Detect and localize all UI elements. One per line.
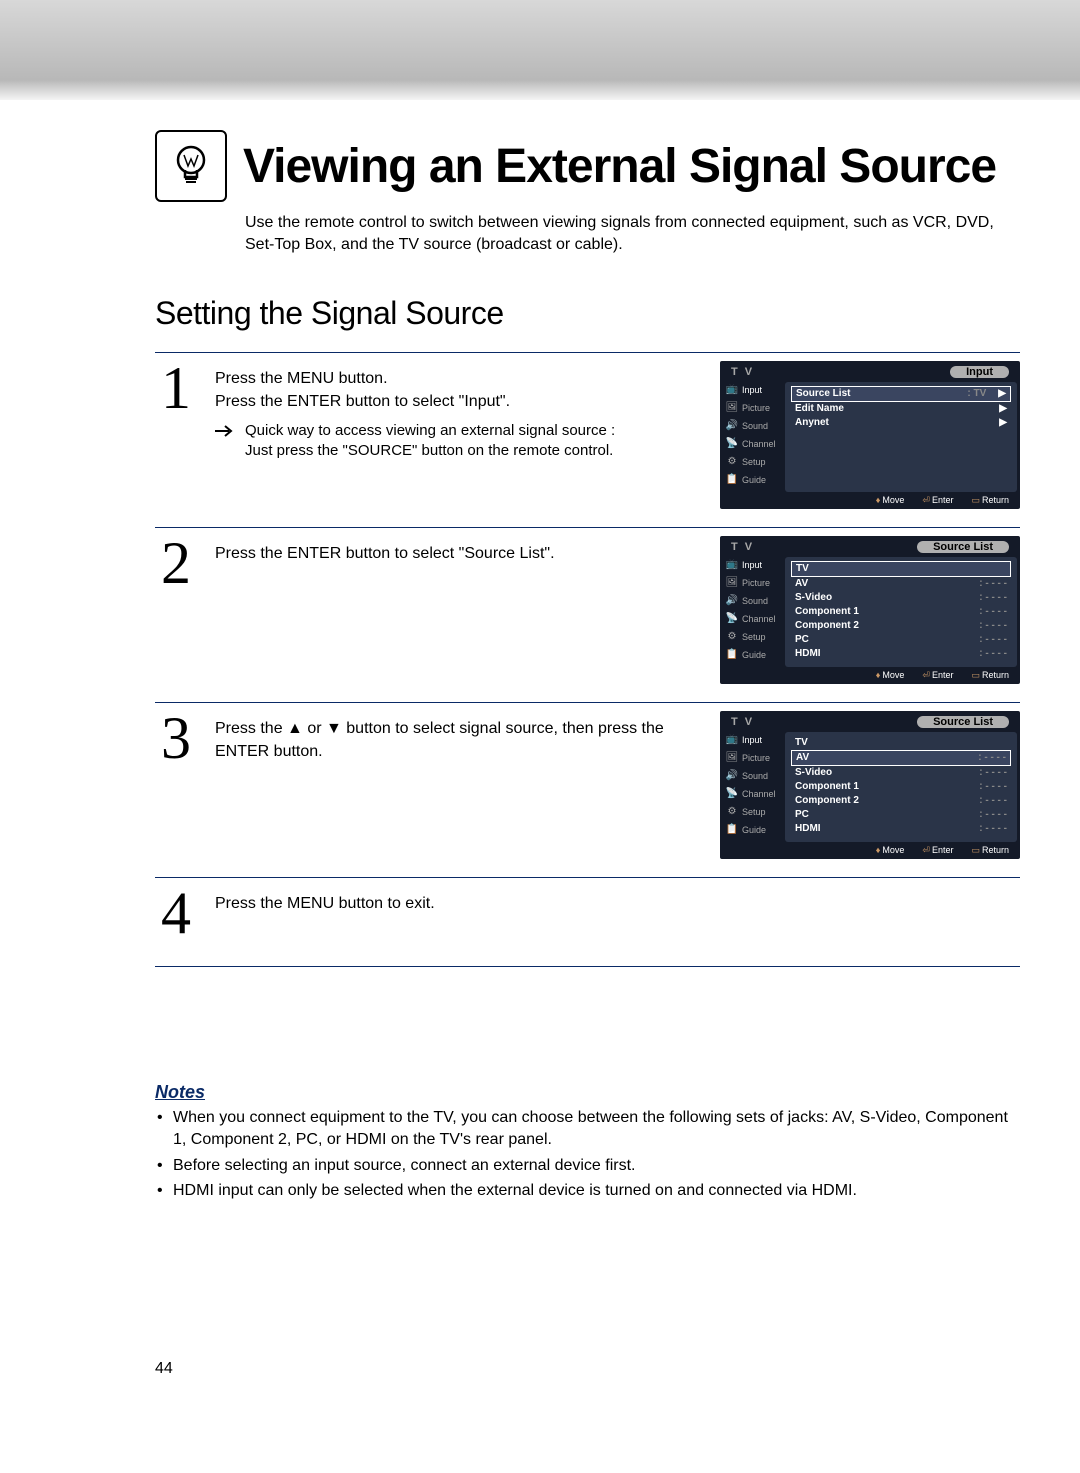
hint-line: Just press the "SOURCE" button on the re… xyxy=(245,441,615,461)
osd-side-item: 📋Guide xyxy=(723,647,785,663)
osd-tv-label: T V xyxy=(731,716,754,728)
osd-side-item: 📡Channel xyxy=(723,436,785,452)
osd-row: Component 2: - - - - xyxy=(791,794,1011,808)
osd-screenshot-source-list: T V Source List 📺Input 🖼Picture 🔊Sound 📡Cha… xyxy=(720,536,1020,684)
step-number: 4 xyxy=(155,886,197,941)
arrow-icon xyxy=(215,424,235,462)
osd-row: S-Video: - - - - xyxy=(791,766,1011,780)
step-2: 2 Press the ENTER button to select "Sour… xyxy=(155,527,1020,702)
osd-side-item: 📡Channel xyxy=(723,611,785,627)
osd-screenshot-source-list: T V Source List 📺Input 🖼Picture 🔊Sound 📡Cha… xyxy=(720,711,1020,859)
osd-row: HDMI: - - - - xyxy=(791,822,1011,836)
osd-title: Source List xyxy=(917,541,1009,553)
osd-main: TVAV: - - - -S-Video: - - - -Component 1… xyxy=(785,557,1017,667)
note-item: HDMI input can only be selected when the… xyxy=(155,1180,1020,1202)
osd-screenshot-input: T V Input 📺Input 🖼Picture 🔊Sound 📡Channel ⚙S… xyxy=(720,361,1020,509)
osd-row: HDMI: - - - - xyxy=(791,647,1011,661)
osd-row: Component 2: - - - - xyxy=(791,619,1011,633)
osd-row: Source List: TV▶ xyxy=(791,386,1011,402)
notes-block: Notes When you connect equipment to the … xyxy=(155,1082,1020,1203)
osd-sidebar: 📺Input 🖼Picture 🔊Sound 📡Channel ⚙Setup 📋Guide xyxy=(723,382,785,492)
osd-row: S-Video: - - - - xyxy=(791,591,1011,605)
step-text: Press the ▲ or ▼ button to select signal… xyxy=(215,711,702,859)
osd-sidebar: 📺Input 🖼Picture 🔊Sound 📡Channel ⚙Setup 📋Guide xyxy=(723,732,785,842)
osd-footer: ♦Move ⏎Enter ▭Return xyxy=(723,667,1017,681)
osd-tv-label: T V xyxy=(731,541,754,553)
page-title: Viewing an External Signal Source xyxy=(243,139,996,194)
intro-text: Use the remote control to switch between… xyxy=(245,212,1020,257)
osd-side-item: 📺Input xyxy=(723,557,785,573)
osd-side-item: 📺Input xyxy=(723,732,785,748)
step-number: 3 xyxy=(155,711,197,859)
osd-main: Source List: TV▶Edit Name▶Anynet▶ xyxy=(785,382,1017,492)
step-text: Press the MENU button to exit. xyxy=(215,886,1020,941)
osd-side-item: 📡Channel xyxy=(723,786,785,802)
step-line: Press the ENTER button to select "Input"… xyxy=(215,390,702,413)
step-line: Press the MENU button. xyxy=(215,367,702,390)
osd-side-item: 🖼Picture xyxy=(723,400,785,416)
osd-side-item: ⚙Setup xyxy=(723,804,785,820)
notes-heading: Notes xyxy=(155,1082,1020,1103)
step-4: 4 Press the MENU button to exit. xyxy=(155,877,1020,967)
step-text: Press the ENTER button to select "Source… xyxy=(215,536,702,684)
osd-side-item: 📋Guide xyxy=(723,822,785,838)
osd-title: Input xyxy=(950,366,1009,378)
osd-row: TV xyxy=(791,736,1011,750)
page-content: Viewing an External Signal Source Use th… xyxy=(0,100,1080,1202)
osd-footer: ♦Move ⏎Enter ▭Return xyxy=(723,842,1017,856)
osd-side-item: ⚙Setup xyxy=(723,629,785,645)
osd-row: Component 1: - - - - xyxy=(791,780,1011,794)
osd-row: AV: - - - - xyxy=(791,577,1011,591)
step-1: 1 Press the MENU button. Press the ENTER… xyxy=(155,352,1020,527)
osd-row: Anynet▶ xyxy=(791,416,1011,430)
step-number: 2 xyxy=(155,536,197,684)
section-title: Setting the Signal Source xyxy=(155,295,1020,332)
header-bar xyxy=(0,0,1080,100)
osd-side-item: 🔊Sound xyxy=(723,768,785,784)
osd-side-item: ⚙Setup xyxy=(723,454,785,470)
osd-row: AV: - - - - xyxy=(791,750,1011,766)
osd-main: TVAV: - - - -S-Video: - - - -Component 1… xyxy=(785,732,1017,842)
note-item: When you connect equipment to the TV, yo… xyxy=(155,1107,1020,1152)
osd-footer: ♦Move ⏎Enter ▭Return xyxy=(723,492,1017,506)
hint-line: Quick way to access viewing an external … xyxy=(245,421,615,441)
osd-side-item: 🖼Picture xyxy=(723,750,785,766)
osd-row: Component 1: - - - - xyxy=(791,605,1011,619)
title-row: Viewing an External Signal Source xyxy=(155,130,1020,202)
osd-side-item: 🔊Sound xyxy=(723,593,785,609)
osd-row: PC: - - - - xyxy=(791,633,1011,647)
osd-tv-label: T V xyxy=(731,366,754,378)
step-number: 1 xyxy=(155,361,197,509)
osd-row: PC: - - - - xyxy=(791,808,1011,822)
osd-row: Edit Name▶ xyxy=(791,402,1011,416)
osd-side-item: 🖼Picture xyxy=(723,575,785,591)
step-3: 3 Press the ▲ or ▼ button to select sign… xyxy=(155,702,1020,877)
osd-side-item: 📋Guide xyxy=(723,472,785,488)
osd-side-item: 📺Input xyxy=(723,382,785,398)
osd-side-item: 🔊Sound xyxy=(723,418,785,434)
osd-sidebar: 📺Input 🖼Picture 🔊Sound 📡Channel ⚙Setup 📋Guide xyxy=(723,557,785,667)
step-text: Press the MENU button. Press the ENTER b… xyxy=(215,361,702,509)
note-item: Before selecting an input source, connec… xyxy=(155,1155,1020,1177)
osd-row: TV xyxy=(791,561,1011,577)
lightbulb-icon xyxy=(155,130,227,202)
notes-list: When you connect equipment to the TV, yo… xyxy=(155,1107,1020,1203)
page-number: 44 xyxy=(155,1360,173,1378)
osd-title: Source List xyxy=(917,716,1009,728)
